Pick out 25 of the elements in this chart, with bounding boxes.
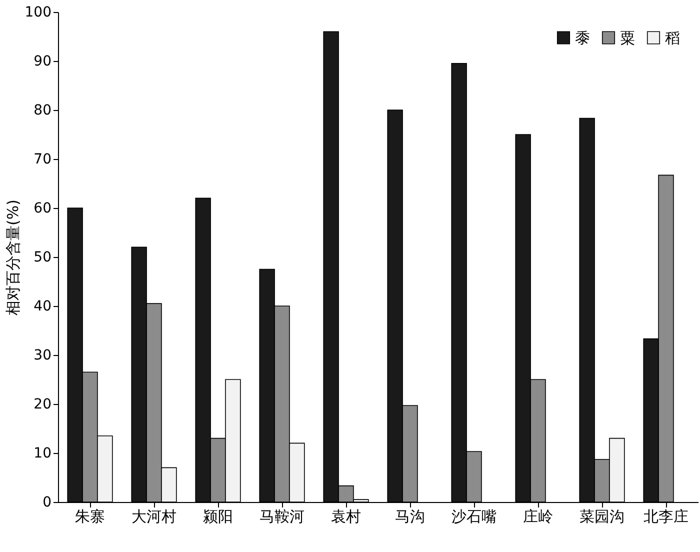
y-tick-label: 80 bbox=[34, 102, 52, 118]
x-tick-label: 北李庄 bbox=[644, 508, 688, 526]
x-tick-label: 大河村 bbox=[132, 508, 176, 526]
y-tick-label: 30 bbox=[34, 348, 52, 364]
y-tick-label: 70 bbox=[34, 152, 52, 168]
x-tick-label: 马沟 bbox=[395, 508, 425, 526]
y-tick-label: 20 bbox=[34, 396, 52, 412]
y-tick-label: 50 bbox=[34, 250, 52, 266]
x-tick-label: 庄岭 bbox=[523, 508, 553, 526]
y-tick-label: 0 bbox=[42, 494, 52, 510]
x-tick-label: 朱寨 bbox=[75, 508, 105, 526]
y-tick-label: 60 bbox=[34, 200, 52, 216]
legend-label: 黍 bbox=[575, 28, 590, 47]
y-tick-label: 10 bbox=[34, 446, 52, 462]
legend-label: 粟 bbox=[620, 28, 635, 47]
legend-label: 稻 bbox=[665, 28, 680, 47]
y-axis-title: 相对百分含量(%) bbox=[4, 200, 22, 316]
x-tick-label: 沙石嘴 bbox=[452, 508, 496, 526]
y-tick-label: 90 bbox=[34, 54, 52, 70]
y-tick-label: 100 bbox=[24, 4, 52, 20]
x-tick-label: 袁村 bbox=[331, 508, 361, 526]
x-tick-label: 马鞍河 bbox=[260, 508, 304, 526]
x-tick-label: 颍阳 bbox=[203, 508, 233, 526]
x-tick-label: 菜园沟 bbox=[580, 508, 624, 526]
y-tick-label: 40 bbox=[34, 298, 52, 314]
